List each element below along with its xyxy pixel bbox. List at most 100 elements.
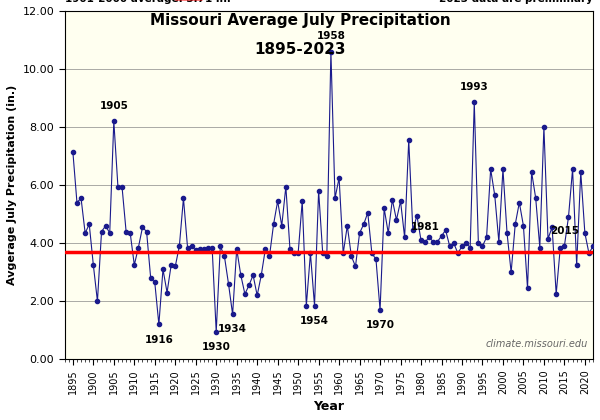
Point bbox=[191, 247, 200, 254]
Point bbox=[404, 137, 413, 144]
Point bbox=[343, 223, 352, 229]
Text: 1934: 1934 bbox=[218, 325, 247, 334]
Point bbox=[80, 230, 90, 236]
Point bbox=[506, 269, 516, 276]
Point bbox=[437, 233, 446, 239]
Point bbox=[208, 244, 217, 251]
Point bbox=[482, 234, 491, 241]
Point bbox=[220, 253, 229, 260]
Point bbox=[228, 311, 238, 318]
Point bbox=[326, 48, 336, 55]
Point bbox=[166, 262, 176, 268]
Point bbox=[89, 262, 98, 268]
Text: 1901-2000 average: 3.71 in.: 1901-2000 average: 3.71 in. bbox=[65, 0, 230, 4]
Point bbox=[441, 227, 451, 234]
X-axis label: Year: Year bbox=[313, 400, 344, 413]
Point bbox=[240, 291, 250, 297]
Point bbox=[424, 234, 434, 241]
Point bbox=[551, 291, 561, 297]
Point bbox=[568, 166, 577, 173]
Point bbox=[175, 243, 184, 249]
Point bbox=[305, 250, 315, 257]
Point bbox=[428, 239, 438, 245]
Point bbox=[121, 228, 131, 235]
Point bbox=[187, 243, 196, 249]
Text: 2015: 2015 bbox=[550, 226, 579, 236]
Point bbox=[154, 321, 164, 328]
Point bbox=[224, 281, 233, 287]
Point bbox=[265, 253, 274, 260]
Text: 1930: 1930 bbox=[202, 342, 230, 352]
Point bbox=[330, 195, 340, 202]
Point bbox=[535, 244, 545, 251]
Text: 1905: 1905 bbox=[100, 101, 128, 111]
Point bbox=[457, 243, 467, 249]
Point bbox=[515, 199, 524, 206]
Point bbox=[359, 221, 368, 228]
Point bbox=[285, 246, 295, 252]
Point bbox=[253, 292, 262, 299]
Point bbox=[396, 198, 406, 205]
Point bbox=[236, 272, 245, 278]
Point bbox=[105, 230, 115, 236]
Point bbox=[134, 244, 143, 251]
Text: 1916: 1916 bbox=[145, 335, 173, 345]
Point bbox=[289, 250, 299, 257]
Point bbox=[162, 289, 172, 296]
Point bbox=[461, 240, 471, 247]
Point bbox=[203, 244, 213, 251]
Point bbox=[453, 250, 463, 257]
Point bbox=[137, 224, 147, 231]
Point bbox=[130, 262, 139, 268]
Point bbox=[322, 253, 332, 260]
Point bbox=[367, 250, 377, 257]
Point bbox=[466, 244, 475, 251]
Point bbox=[400, 234, 409, 241]
Text: climate.missouri.edu: climate.missouri.edu bbox=[485, 339, 588, 349]
Text: 1981: 1981 bbox=[410, 222, 440, 231]
Point bbox=[199, 246, 209, 252]
Point bbox=[293, 250, 303, 257]
Point bbox=[310, 302, 319, 309]
Point bbox=[486, 166, 496, 173]
Point bbox=[543, 236, 553, 242]
Text: 2023 data are preliminary: 2023 data are preliminary bbox=[439, 0, 593, 4]
Point bbox=[478, 243, 487, 249]
Y-axis label: Avgerage July Precipitation (in.): Avgerage July Precipitation (in.) bbox=[7, 85, 17, 285]
Text: 1970: 1970 bbox=[365, 320, 395, 330]
Point bbox=[215, 243, 225, 249]
Point bbox=[518, 223, 528, 229]
Point bbox=[314, 188, 323, 194]
Point bbox=[244, 282, 254, 289]
Point bbox=[101, 223, 110, 229]
Point bbox=[97, 228, 106, 235]
Text: Missouri Average July Precipitation: Missouri Average July Precipitation bbox=[149, 13, 451, 28]
Point bbox=[117, 183, 127, 190]
Point bbox=[355, 230, 364, 236]
Point bbox=[523, 285, 532, 291]
Point bbox=[350, 263, 360, 270]
Point bbox=[338, 250, 348, 257]
Point bbox=[109, 118, 119, 125]
Point bbox=[113, 183, 123, 190]
Point bbox=[433, 239, 442, 245]
Point bbox=[281, 183, 290, 190]
Point bbox=[371, 256, 381, 262]
Point bbox=[580, 230, 590, 236]
Point bbox=[416, 237, 426, 244]
Point bbox=[248, 272, 258, 278]
Point bbox=[170, 263, 180, 270]
Point bbox=[412, 212, 422, 219]
Point bbox=[547, 224, 557, 231]
Point bbox=[183, 244, 193, 251]
Point bbox=[563, 214, 573, 220]
Point bbox=[473, 240, 483, 247]
Text: 1954: 1954 bbox=[300, 316, 329, 326]
Point bbox=[211, 328, 221, 335]
Point bbox=[592, 240, 600, 247]
Point bbox=[527, 169, 536, 176]
Text: 1895-2023: 1895-2023 bbox=[254, 42, 346, 57]
Point bbox=[421, 239, 430, 245]
Point bbox=[195, 246, 205, 252]
Point bbox=[347, 253, 356, 260]
